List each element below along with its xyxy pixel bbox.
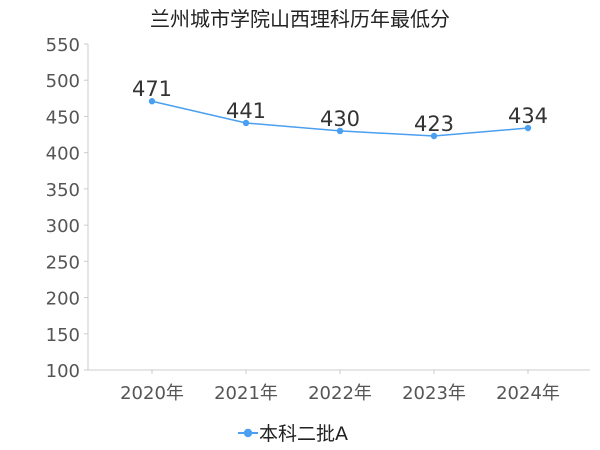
y-axis-ticks: 100 150 200 250 300 350 400 450 500 550	[46, 35, 88, 382]
x-axis-ticks: 2020年 2021年 2022年 2023年 2024年	[120, 370, 560, 404]
data-label: 441	[226, 99, 266, 123]
y-tick-label: 250	[46, 252, 80, 273]
x-tick-label: 2020年	[120, 383, 184, 404]
x-tick-label: 2023年	[402, 383, 466, 404]
legend-label: 本科二批A	[259, 423, 348, 445]
y-tick-label: 200	[46, 289, 80, 310]
legend[interactable]: 本科二批A	[238, 423, 348, 445]
data-labels: 471 441 430 423 434	[132, 77, 548, 136]
x-tick-label: 2021年	[214, 383, 278, 404]
data-label: 471	[132, 77, 172, 101]
data-point[interactable]	[430, 132, 438, 140]
y-tick-label: 150	[46, 325, 80, 346]
data-point[interactable]	[524, 124, 532, 132]
data-point[interactable]	[148, 98, 156, 105]
data-label: 430	[320, 107, 360, 131]
legend-marker-dot	[243, 428, 253, 438]
data-point[interactable]	[336, 127, 344, 135]
x-tick-label: 2024年	[496, 383, 560, 404]
y-tick-label: 500	[46, 71, 80, 92]
y-tick-label: 450	[46, 107, 80, 128]
y-tick-label: 400	[46, 144, 80, 165]
y-tick-label: 550	[46, 35, 80, 56]
data-point[interactable]	[242, 119, 250, 127]
data-label: 423	[414, 112, 454, 136]
chart-title: 兰州城市学院山西理科历年最低分	[150, 7, 450, 31]
y-tick-label: 100	[46, 361, 80, 382]
y-tick-label: 350	[46, 180, 80, 201]
data-label: 434	[508, 104, 548, 128]
x-tick-label: 2022年	[308, 383, 372, 404]
y-tick-label: 300	[46, 216, 80, 237]
series-layer	[148, 98, 532, 140]
